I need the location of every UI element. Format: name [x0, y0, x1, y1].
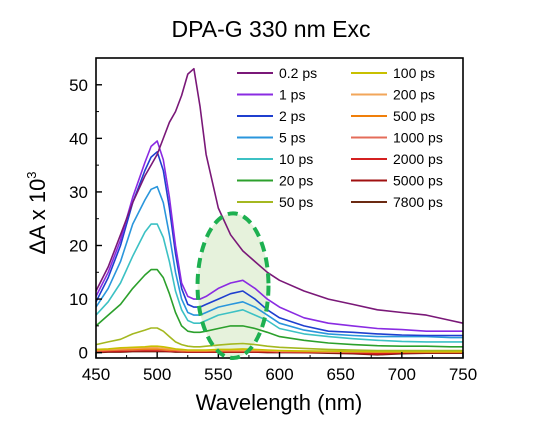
y-axis-label-main: ΔA x 10: [25, 179, 50, 255]
y-tick-label: 30: [69, 183, 88, 202]
legend-label: 200 ps: [393, 87, 435, 103]
legend-label: 2000 ps: [393, 151, 443, 167]
legend-label: 5000 ps: [393, 173, 443, 189]
legend-label: 100 ps: [393, 65, 435, 81]
x-tick-label: 450: [82, 365, 110, 384]
y-tick-label: 20: [69, 237, 88, 256]
y-axis-label: ΔA x 103: [24, 171, 50, 254]
legend-label: 7800 ps: [393, 194, 443, 210]
y-tick-label: 40: [69, 129, 88, 148]
legend-label: 0.2 ps: [279, 65, 317, 81]
legend-label: 5 ps: [279, 130, 305, 146]
x-axis-ticks: 450 500 550 600 650 700 750: [82, 352, 477, 384]
legend: 0.2 ps 1 ps 2 ps 5 ps 10 ps 20 ps 50 ps 100 ps 2…: [237, 65, 443, 210]
legend-label: 20 ps: [279, 173, 313, 189]
x-tick-label: 650: [326, 365, 354, 384]
chart-title: DPA-G 330 nm Exc: [172, 16, 371, 42]
series-line-0-2-ps: [95, 67, 464, 324]
series-line-50-ps: [95, 327, 463, 352]
series-line-2-ps: [95, 151, 463, 337]
y-tick-label: 50: [69, 76, 88, 95]
annotation-ellipse-fill: [197, 213, 269, 358]
y-axis-label-exponent: 3: [24, 171, 39, 178]
x-axis-label: Wavelength (nm): [196, 390, 363, 415]
series-line-1-ps: [95, 140, 463, 333]
x-tick-label: 700: [388, 365, 416, 384]
legend-label: 500 ps: [393, 108, 435, 124]
annotation-ellipse: [195, 211, 271, 360]
legend-label: 1000 ps: [393, 130, 443, 146]
x-tick-label: 750: [449, 365, 477, 384]
series-line-5-ps: [95, 185, 463, 339]
legend-label: 50 ps: [279, 194, 313, 210]
y-tick-label: 10: [69, 290, 88, 309]
x-tick-label: 550: [204, 365, 232, 384]
legend-label: 1 ps: [279, 87, 305, 103]
legend-label: 10 ps: [279, 151, 313, 167]
series-line-20-ps: [95, 268, 463, 348]
x-tick-label: 500: [143, 365, 171, 384]
series-line-100-ps: [95, 345, 463, 353]
x-tick-label: 600: [265, 365, 293, 384]
y-tick-label: 0: [79, 344, 88, 363]
series-line-10-ps: [95, 223, 463, 343]
y-axis-ticks: 0 10 20 30 40 50: [69, 57, 102, 363]
series-layer: [95, 67, 464, 356]
legend-label: 2 ps: [279, 108, 305, 124]
annotation-layer: [197, 213, 269, 358]
